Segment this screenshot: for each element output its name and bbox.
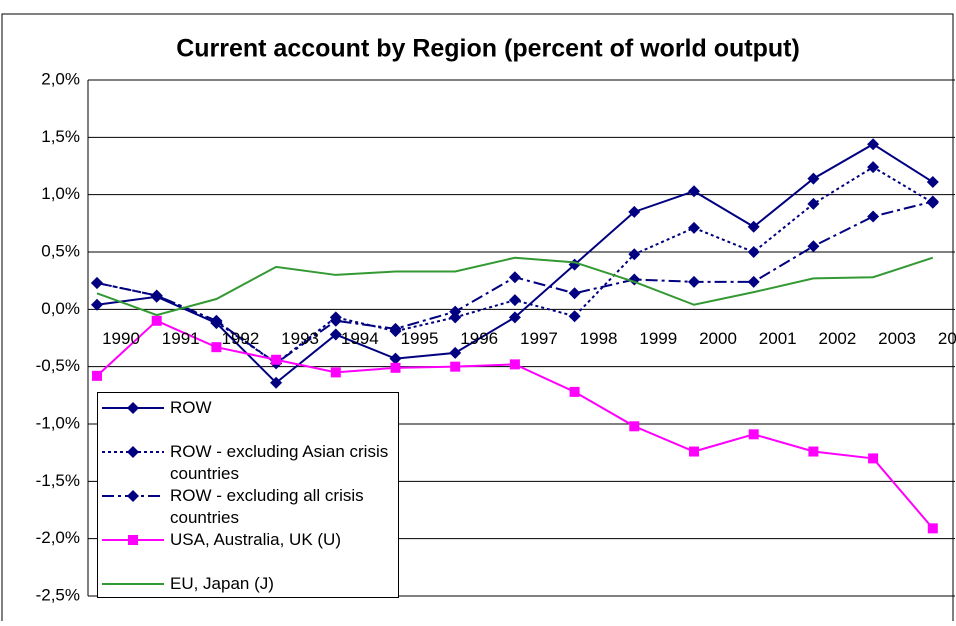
legend-marker xyxy=(127,446,139,458)
data-point xyxy=(747,275,760,288)
legend: ROW ROW - excluding Asian crisis countrie… xyxy=(97,392,399,598)
data-point xyxy=(389,352,402,365)
data-point xyxy=(330,367,341,378)
data-point xyxy=(747,220,760,233)
data-point xyxy=(748,429,759,440)
legend-label: ROW - excluding Asian crisis countries xyxy=(170,442,389,483)
y-tick-label: -0,5% xyxy=(36,356,80,375)
data-point xyxy=(688,185,700,198)
data-point xyxy=(210,314,223,327)
legend-label: ROW - excluding all crisis countries xyxy=(170,486,364,527)
data-point xyxy=(689,446,699,457)
data-point xyxy=(508,271,521,284)
x-tick-label: 1996 xyxy=(460,329,498,348)
y-tick-label: -2,0% xyxy=(36,528,80,547)
legend-swatch xyxy=(102,490,164,502)
legend-swatch xyxy=(102,583,164,585)
legend-marker xyxy=(128,535,138,545)
data-point xyxy=(389,322,402,335)
data-point xyxy=(509,359,520,370)
data-point xyxy=(92,370,102,381)
data-point xyxy=(807,172,820,185)
data-point xyxy=(271,354,282,365)
y-tick-label: -2,5% xyxy=(36,585,80,604)
x-tick-label: 2001 xyxy=(759,329,797,348)
x-tick-label: 2000 xyxy=(699,329,737,348)
x-tick-label: 2002 xyxy=(818,329,856,348)
data-point xyxy=(568,310,581,323)
data-point xyxy=(91,276,103,289)
legend-label: EU, Japan (J) xyxy=(170,574,274,593)
x-tick-label: 1990 xyxy=(102,329,140,348)
legend-swatch xyxy=(102,446,164,458)
data-point xyxy=(329,328,342,341)
data-point xyxy=(927,523,938,534)
data-point xyxy=(150,289,163,302)
legend-marker xyxy=(127,490,139,502)
y-tick-label: 2,0% xyxy=(41,69,80,88)
data-point xyxy=(867,210,880,223)
data-point xyxy=(926,195,939,208)
data-point xyxy=(926,176,939,189)
x-tick-label: 1995 xyxy=(401,329,439,348)
data-point xyxy=(807,197,820,210)
legend-label: USA, Australia, UK (U) xyxy=(170,530,341,549)
data-point xyxy=(688,221,700,234)
y-tick-label: 0,5% xyxy=(41,241,80,260)
legend-entry: ROW - excluding Asian crisis countries xyxy=(98,441,396,485)
series-line xyxy=(96,256,934,317)
data-point xyxy=(747,246,760,258)
data-point xyxy=(91,298,103,311)
data-point xyxy=(450,361,461,372)
data-point xyxy=(449,305,462,318)
data-point xyxy=(390,362,401,373)
data-point xyxy=(211,342,222,353)
data-point xyxy=(628,248,641,261)
data-point xyxy=(270,376,283,389)
data-point xyxy=(569,386,580,397)
x-tick-label: 1994 xyxy=(341,329,379,348)
x-tick-label: 1997 xyxy=(520,329,558,348)
x-tick-label: 1993 xyxy=(281,329,319,348)
data-point xyxy=(688,275,700,288)
legend-swatch xyxy=(102,535,164,545)
y-tick-label: 1,0% xyxy=(41,184,80,203)
y-tick-label: 0,0% xyxy=(41,299,80,318)
data-point xyxy=(808,446,819,457)
data-point xyxy=(508,311,521,324)
legend-entry: EU, Japan (J) xyxy=(98,573,396,595)
data-point xyxy=(151,315,162,326)
data-point xyxy=(807,240,820,253)
data-point xyxy=(568,287,581,300)
y-tick-label: -1,5% xyxy=(36,471,80,490)
x-tick-label: 1991 xyxy=(162,329,200,348)
y-tick-label: 1,5% xyxy=(41,127,80,146)
data-point xyxy=(867,161,880,174)
data-point xyxy=(867,138,880,151)
data-point xyxy=(629,421,640,432)
x-tick-label: 2003 xyxy=(878,329,916,348)
legend-entry: USA, Australia, UK (U) xyxy=(98,529,396,551)
legend-entry: ROW xyxy=(98,397,396,419)
data-point xyxy=(508,294,521,307)
data-point xyxy=(628,205,641,218)
x-tick-label: 2004 xyxy=(938,329,956,348)
legend-label: ROW xyxy=(170,398,212,417)
chart-title: Current account by Region (percent of wo… xyxy=(176,35,800,63)
legend-swatch xyxy=(102,402,164,414)
legend-entry: ROW - excluding all crisis countries xyxy=(98,485,396,529)
data-point xyxy=(329,314,342,327)
x-tick-label: 1998 xyxy=(580,329,618,348)
y-tick-label: -1,0% xyxy=(36,413,80,432)
data-point xyxy=(449,346,462,359)
x-tick-label: 1999 xyxy=(639,329,677,348)
legend-marker xyxy=(127,402,139,414)
x-tick-label: 1992 xyxy=(221,329,259,348)
data-point xyxy=(868,453,879,464)
